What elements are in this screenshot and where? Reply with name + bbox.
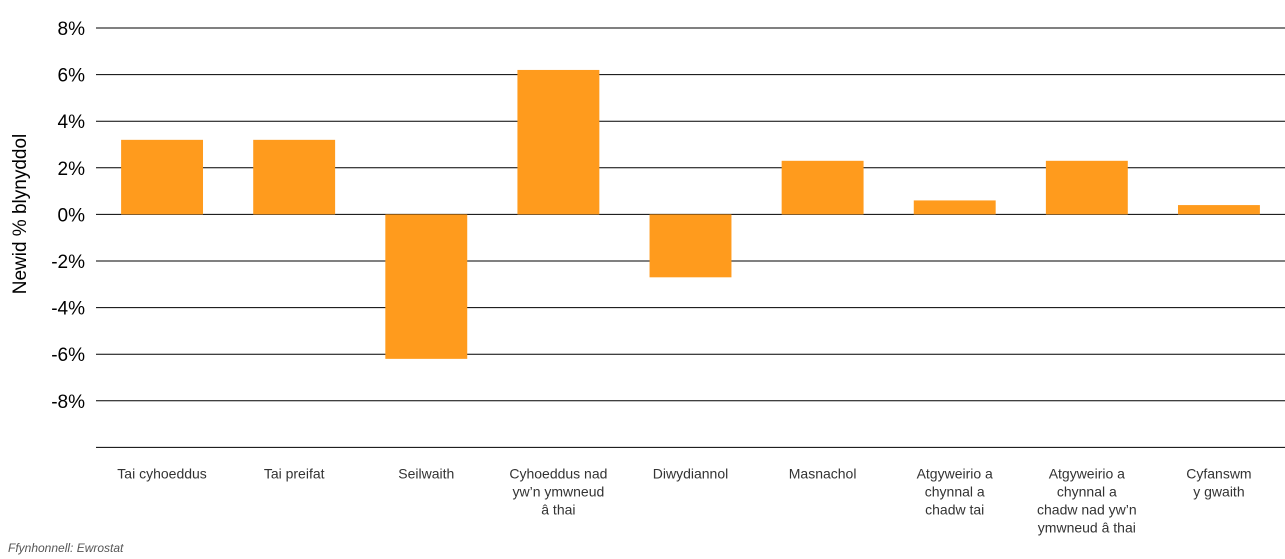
category-label: Masnachol: [789, 465, 857, 481]
category-label: Atgyweirio a chynnal a chadw nad yw’n ymwne…: [1037, 465, 1137, 535]
category-label: Diwydiannol: [653, 465, 728, 481]
y-tick-label: -2%: [51, 252, 85, 273]
category-label-line: Diwydiannol: [653, 465, 728, 481]
bar: [1177, 205, 1260, 215]
bar: [1045, 160, 1128, 215]
y-tick-label: 0%: [58, 205, 86, 226]
y-tick-label: 6%: [58, 66, 86, 87]
category-label-line: ymwneud â thai: [1038, 519, 1136, 535]
category-label-line: Cyfanswm: [1186, 465, 1251, 481]
category-label-line: Atgyweirio a: [917, 465, 993, 481]
category-label: Cyfanswm y gwaith: [1186, 465, 1251, 499]
category-label: Seilwaith: [398, 465, 454, 481]
category-labels: Tai cyhoeddus Tai preifat Seilwaith Cyhoedd…: [117, 465, 1251, 535]
category-label: Cyhoeddus nad yw’n ymwneud â thai: [509, 465, 607, 517]
category-label-line: chadw nad yw’n: [1037, 501, 1137, 517]
bar: [517, 69, 600, 215]
category-label-line: chynnal a: [925, 483, 985, 499]
bar: [121, 139, 204, 215]
y-tick-label: 8%: [58, 19, 86, 40]
bar: [649, 214, 732, 278]
source-note: Ffynhonnell: Ewrostat: [8, 541, 124, 555]
category-label-line: Tai cyhoeddus: [117, 465, 207, 481]
bar: [781, 160, 864, 215]
category-label-line: Cyhoeddus nad: [509, 465, 607, 481]
category-label-line: Masnachol: [789, 465, 857, 481]
y-tick-label: 4%: [58, 112, 86, 133]
category-label-line: Atgyweirio a: [1049, 465, 1125, 481]
bar: [253, 139, 336, 215]
bar: [385, 214, 468, 359]
category-label-line: yw’n ymwneud: [512, 483, 604, 499]
category-label: Tai cyhoeddus: [117, 465, 207, 481]
y-axis-title: Newid % blynyddol: [10, 134, 31, 295]
category-label-line: chadw tai: [925, 501, 984, 517]
y-tick-label: -4%: [51, 299, 85, 320]
y-tick-labels: 8% 6% 4% 2% 0% -2% -4% -6% -8%: [51, 19, 85, 413]
category-label: Atgyweirio a chynnal a chadw tai: [917, 465, 993, 517]
category-label-line: â thai: [541, 501, 575, 517]
y-tick-label: 2%: [58, 159, 86, 180]
y-tick-label: -8%: [51, 392, 85, 413]
category-label-line: Tai preifat: [264, 465, 325, 481]
bar: [913, 200, 996, 215]
y-tick-label: -6%: [51, 345, 85, 366]
category-label-line: chynnal a: [1057, 483, 1117, 499]
bars: [121, 69, 1260, 359]
category-label-line: y gwaith: [1193, 483, 1244, 499]
category-label: Tai preifat: [264, 465, 325, 481]
category-label-line: Seilwaith: [398, 465, 454, 481]
